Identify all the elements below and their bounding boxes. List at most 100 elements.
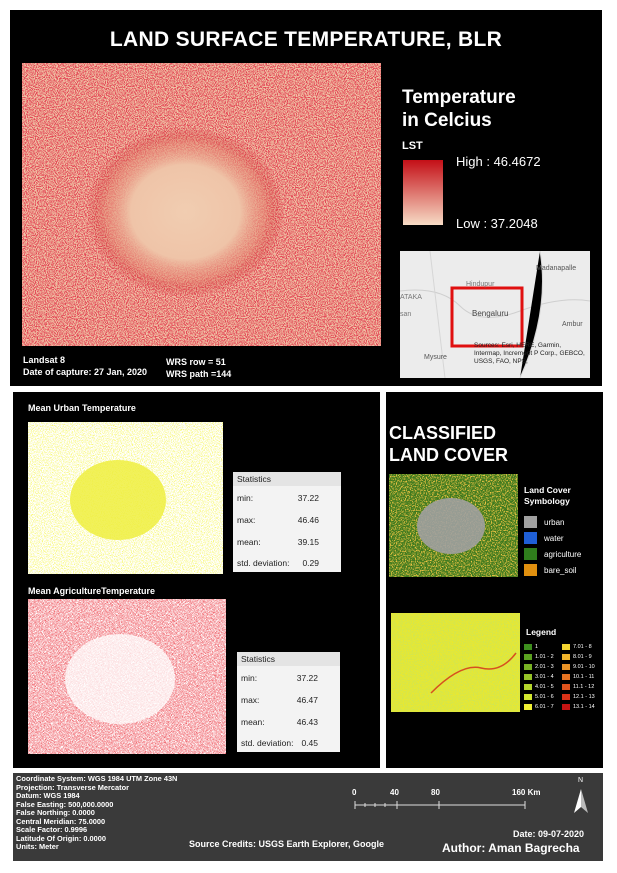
urban-temperature-map — [28, 422, 223, 574]
legend-swatch — [562, 664, 570, 670]
agri-temperature-map — [28, 599, 226, 754]
label-madanapalle: Madanapalle — [536, 265, 577, 272]
legend-high: High : 46.4672 — [456, 154, 541, 169]
legend-swatch — [562, 694, 570, 700]
legend-label: 8.01 - 9 — [573, 654, 592, 660]
meta-line: Central Meridian: 75.0000 — [16, 816, 106, 826]
class-label: urban — [544, 518, 565, 527]
meta-line: Latitude Of Origin: 0.0000 — [16, 833, 106, 843]
urban-stat-value: 46.46 — [297, 515, 319, 525]
agri-stat-label: mean: — [241, 717, 265, 727]
label-mysure: Mysure — [424, 354, 447, 361]
legend-swatch — [524, 684, 532, 690]
legend-label: 6.01 - 7 — [535, 704, 554, 710]
inset-basemap — [400, 251, 590, 378]
meta-line: False Northing: 0.0000 — [16, 808, 95, 817]
legend-low: Low : 37.2048 — [456, 216, 538, 231]
legend-label: 10.1 - 11 — [573, 674, 595, 680]
inset-credits: Sources: Esri, HERE, Garmin, Intermap, I… — [474, 342, 585, 365]
north-label: N — [578, 777, 584, 784]
legend-title-line2: in Celcius — [402, 110, 492, 131]
legend-color-ramp — [403, 160, 443, 225]
wrs-path: WRS path =144 — [166, 369, 232, 379]
lst-raster-map — [22, 63, 381, 346]
source-credits: Source Credits: USGS Earth Explorer, Goo… — [189, 839, 385, 849]
index-map — [391, 613, 520, 712]
class-swatch — [524, 548, 537, 560]
mean-temperature-panel: Mean Urban Temperature Statistics min: 3… — [13, 392, 380, 768]
legend-label: 11.1 - 12 — [573, 684, 595, 690]
legend-swatch — [524, 644, 532, 650]
legend-label: 1 — [535, 644, 539, 650]
scale-label: 0 — [352, 788, 357, 797]
inset-locator-map: Madanapalle Bengaluru Mysure Ambur ATAKA… — [400, 251, 590, 378]
projection-metadata: Coordinate System: WGS 1984 UTM Zone 43N… — [16, 774, 178, 852]
satellite-label: Landsat 8 — [23, 355, 66, 365]
land-cover-title-line2: LAND COVER — [389, 445, 509, 465]
page-title: LAND SURFACE TEMPERATURE, BLR — [109, 28, 503, 51]
legend-label: 9.01 - 10 — [573, 664, 595, 670]
legend-swatch — [524, 674, 532, 680]
urban-stat-value: 37.22 — [297, 493, 319, 503]
urban-title: Mean Urban Temperature — [28, 403, 136, 413]
scale-label: 40 — [390, 788, 399, 797]
index-legend-title: Legend — [526, 627, 557, 637]
label-bengaluru: Bengaluru — [472, 309, 509, 318]
agri-stat-value: 37.22 — [296, 673, 318, 683]
class-label: agriculture — [544, 550, 582, 559]
legend-label: 12.1 - 13 — [573, 694, 595, 700]
urban-stat-value: 39.15 — [297, 537, 319, 547]
label-hindupur: Hindupur — [466, 281, 495, 288]
meta-line: Coordinate System: WGS 1984 UTM Zone 43N — [16, 774, 178, 783]
legend-swatch — [562, 644, 570, 650]
urban-statistics-table: Statistics min: 37.22 max: 46.46 mean: 3… — [233, 472, 341, 572]
class-label: bare_soil — [544, 566, 577, 575]
legend-label: 4.01 - 5 — [535, 684, 554, 690]
label-ambur: Ambur — [562, 321, 583, 328]
map-date: Date: 09-07-2020 — [513, 829, 585, 839]
lst-map-panel: LAND SURFACE TEMPERATURE, BLR Temperatur… — [10, 10, 602, 386]
legend-label: 13.1 - 14 — [573, 704, 595, 710]
legend-swatch — [524, 694, 532, 700]
wrs-row: WRS row = 51 — [166, 357, 226, 367]
legend-swatch — [524, 664, 532, 670]
meta-line: Units: Meter — [16, 842, 59, 851]
class-swatch — [524, 564, 537, 576]
legend-label: 7.01 - 8 — [573, 644, 592, 650]
legend-label: 2.01 - 3 — [535, 664, 554, 670]
land-cover-map — [389, 474, 518, 577]
legend-swatch — [562, 684, 570, 690]
legend-field: LST — [402, 140, 423, 152]
author: Author: Aman Bagrecha — [442, 841, 580, 855]
meta-line: Datum: WGS 1984 — [16, 791, 80, 800]
symbology-title-line1: Land Cover — [524, 485, 571, 495]
label-san: san — [400, 311, 412, 318]
agri-stat-value: 46.47 — [296, 695, 318, 705]
class-swatch — [524, 532, 537, 544]
legend-swatch — [562, 654, 570, 660]
legend-title-line1: Temperature — [402, 87, 516, 108]
land-cover-panel: CLASSIFIED LAND COVER Land Cover Symbolo… — [386, 392, 603, 768]
urban-stat-label: max: — [237, 515, 256, 525]
agri-stats-header: Statistics — [237, 652, 340, 666]
legend-swatch — [562, 674, 570, 680]
legend-label: 5.01 - 6 — [535, 694, 554, 700]
scale-label: 160 Km — [512, 788, 541, 797]
north-arrow-icon — [574, 789, 588, 813]
agri-stat-value: 46.43 — [296, 717, 318, 727]
urban-stats-header: Statistics — [233, 472, 341, 486]
index-legend: 1 1.01 - 2 2.01 - 3 3.01 - 4 4.01 - 5 5.… — [524, 644, 599, 724]
class-label: water — [544, 534, 564, 543]
urban-stat-value: 0.29 — [302, 558, 319, 568]
label-ataka: ATAKA — [400, 294, 422, 301]
symbology-title-line2: Symbology — [524, 496, 570, 506]
agri-stat-label: std. deviation: — [241, 738, 294, 748]
agri-title: Mean AgricultureTemperature — [28, 586, 156, 596]
legend-swatch — [524, 654, 532, 660]
agri-stat-label: max: — [241, 695, 260, 705]
urban-stat-label: std. deviation: — [237, 558, 290, 568]
capture-date: Date of capture: 27 Jan, 2020 — [23, 367, 148, 377]
legend-swatch — [524, 704, 532, 710]
legend-swatch — [562, 704, 570, 710]
agri-stat-label: min: — [241, 673, 258, 683]
